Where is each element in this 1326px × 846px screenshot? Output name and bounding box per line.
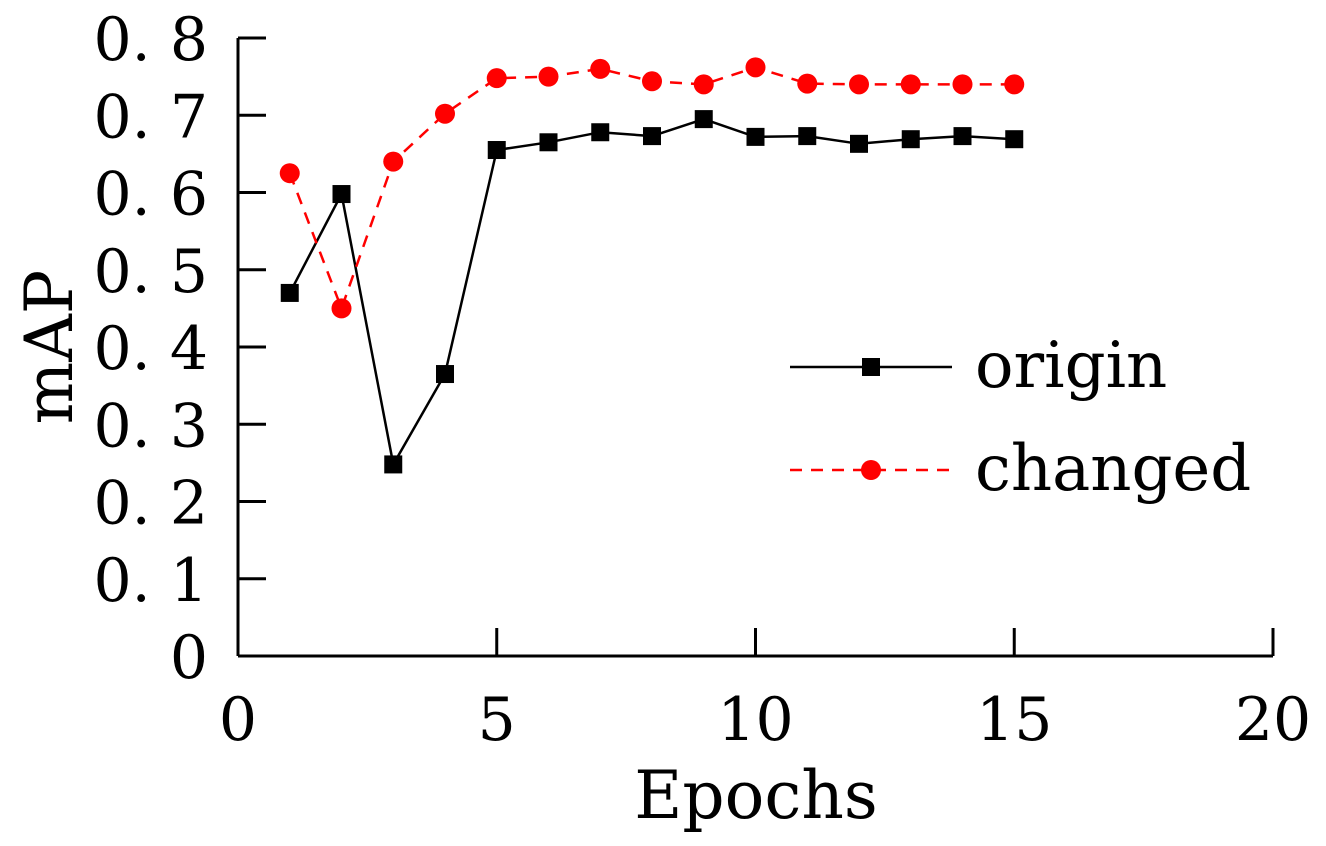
y-tick-label: 0. 2 bbox=[94, 469, 209, 539]
y-tick-label: 0. 4 bbox=[94, 314, 209, 384]
data-point-changed bbox=[590, 58, 611, 79]
y-tick-label: 0. 1 bbox=[94, 546, 209, 616]
data-point-changed bbox=[1004, 74, 1025, 95]
data-point-changed bbox=[745, 57, 766, 78]
legend-marker-origin bbox=[862, 358, 880, 376]
data-point-changed bbox=[900, 74, 921, 95]
data-point-changed bbox=[486, 68, 507, 89]
x-tick-label: 0 bbox=[219, 685, 257, 755]
y-tick-label: 0. 5 bbox=[94, 237, 209, 307]
y-tick-label: 0. 6 bbox=[94, 160, 209, 230]
data-point-changed bbox=[331, 298, 352, 319]
data-point-changed bbox=[435, 103, 455, 124]
y-tick-label: 0. 7 bbox=[94, 82, 209, 152]
data-point-origin bbox=[487, 141, 506, 160]
data-point-origin bbox=[850, 134, 868, 153]
y-tick-label: 0. 3 bbox=[94, 391, 209, 461]
data-point-origin bbox=[746, 127, 765, 146]
data-point-origin bbox=[901, 130, 920, 149]
legend-label-origin: origin bbox=[975, 329, 1167, 403]
data-point-origin bbox=[332, 185, 351, 204]
x-tick-label: 15 bbox=[976, 685, 1052, 755]
data-point-origin bbox=[436, 365, 454, 384]
ticks: 00. 10. 2 0. 30. 40. 50. 6 0. 70. 8 0 5 10 15 2… bbox=[94, 5, 1312, 755]
data-point-origin bbox=[280, 283, 299, 302]
x-axis-label: Epochs bbox=[634, 757, 878, 834]
y-tick-label: 0. 8 bbox=[94, 5, 209, 75]
data-point-changed bbox=[279, 163, 300, 184]
y-tick-label: 0 bbox=[170, 623, 208, 693]
data-point-origin bbox=[953, 127, 972, 146]
data-point-changed bbox=[797, 73, 818, 94]
data-point-origin bbox=[643, 127, 661, 146]
legend: origin changed bbox=[790, 329, 1251, 506]
x-tick-label: 5 bbox=[478, 685, 516, 755]
y-axis-label: mAP bbox=[11, 270, 88, 425]
series-line-origin bbox=[288, 117, 1015, 468]
legend-marker-changed bbox=[861, 460, 881, 480]
x-tick-label: 20 bbox=[1235, 685, 1311, 755]
data-point-changed bbox=[693, 74, 714, 95]
data-point-origin bbox=[1005, 130, 1024, 149]
data-point-changed bbox=[538, 66, 559, 87]
data-point-origin bbox=[384, 455, 403, 474]
data-point-changed bbox=[642, 71, 662, 92]
data-point-changed bbox=[952, 74, 973, 95]
x-tick-label: 10 bbox=[717, 685, 793, 755]
data-point-changed bbox=[849, 74, 869, 95]
legend-label-changed: changed bbox=[975, 432, 1251, 506]
data-point-origin bbox=[591, 123, 610, 142]
data-point-changed bbox=[383, 151, 404, 172]
data-point-origin bbox=[694, 110, 713, 129]
series bbox=[279, 57, 1025, 474]
data-point-origin bbox=[798, 127, 817, 146]
data-point-origin bbox=[539, 133, 558, 152]
series-line-changed bbox=[288, 66, 1015, 313]
